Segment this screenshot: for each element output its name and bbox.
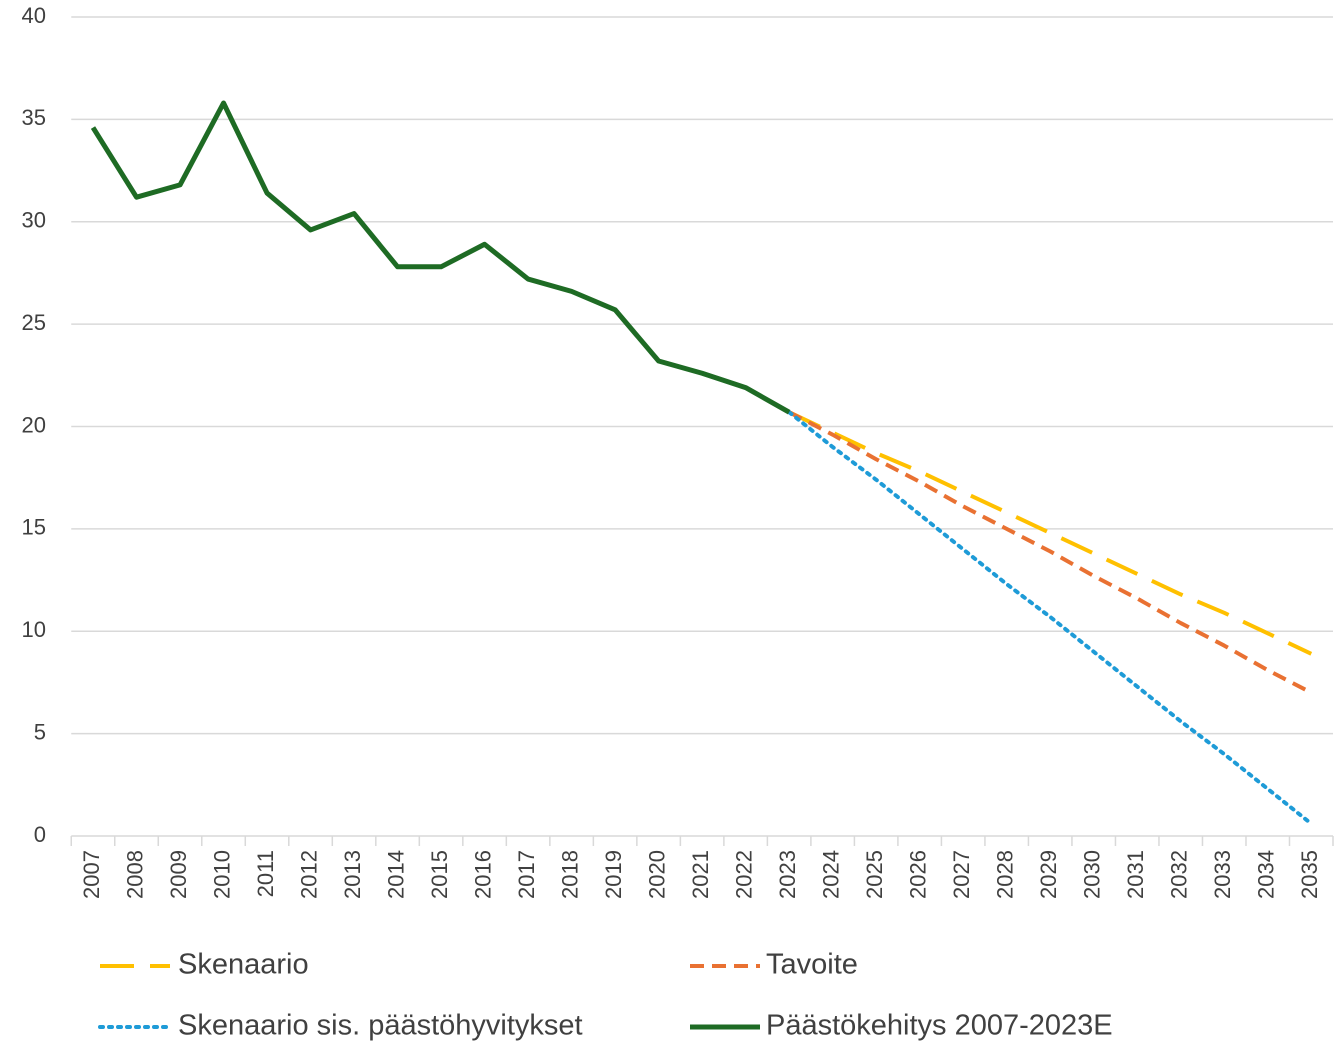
series-line <box>788 410 1313 656</box>
x-tick-label: 2018 <box>557 850 582 899</box>
y-tick-label: 20 <box>22 412 46 437</box>
x-tick-label: 2034 <box>1254 850 1279 899</box>
x-tick-label: 2015 <box>427 850 452 899</box>
x-tick-label: 2020 <box>644 850 669 899</box>
x-tick-label: 2016 <box>470 850 495 899</box>
series-line <box>90 100 791 415</box>
y-tick-label: 15 <box>22 515 46 540</box>
series-line <box>787 410 1314 826</box>
x-tick-label: 2011 <box>253 850 278 897</box>
x-tick-label: 2009 <box>166 850 191 899</box>
x-tick-label: 2025 <box>862 850 887 899</box>
x-tick-label: 2027 <box>949 850 974 899</box>
y-tick-label: 40 <box>22 3 46 28</box>
x-tick-label: 2028 <box>992 850 1017 899</box>
x-tick-label: 2033 <box>1210 850 1235 899</box>
x-tick-label: 2026 <box>905 850 930 899</box>
series-line <box>788 410 1313 695</box>
x-tick-label: 2007 <box>79 850 104 899</box>
x-tick-label: 2021 <box>688 850 713 899</box>
x-tick-label: 2017 <box>514 850 539 899</box>
x-tick-label: 2035 <box>1297 850 1322 899</box>
y-tick-label: 10 <box>22 617 46 642</box>
x-tick-label: 2032 <box>1167 850 1192 899</box>
y-tick-label: 35 <box>22 105 46 130</box>
x-tick-label: 2010 <box>209 850 234 899</box>
x-tick-label: 2023 <box>775 850 800 899</box>
x-tick-label: 2022 <box>731 850 756 899</box>
x-tick-label: 2019 <box>601 850 626 899</box>
x-tick-label: 2031 <box>1123 850 1148 899</box>
legend-label: Skenaario sis. päästöhyvitykset <box>178 1010 583 1042</box>
y-tick-label: 5 <box>34 719 46 744</box>
x-tick-label: 2008 <box>122 850 147 899</box>
x-tick-label: 2029 <box>1036 850 1061 899</box>
legend-label: Skenaario <box>178 949 309 981</box>
x-tick-label: 2012 <box>296 850 321 899</box>
y-tick-label: 25 <box>22 310 46 335</box>
legend-label: Päästökehitys 2007-2023E <box>766 1010 1113 1042</box>
x-tick-label: 2013 <box>340 850 365 899</box>
x-tick-label: 2030 <box>1080 850 1105 899</box>
legend-label: Tavoite <box>766 949 858 981</box>
y-tick-label: 30 <box>22 208 46 233</box>
x-tick-label: 2014 <box>383 850 408 899</box>
y-tick-label: 0 <box>34 822 46 847</box>
x-tick-label: 2024 <box>818 850 843 899</box>
